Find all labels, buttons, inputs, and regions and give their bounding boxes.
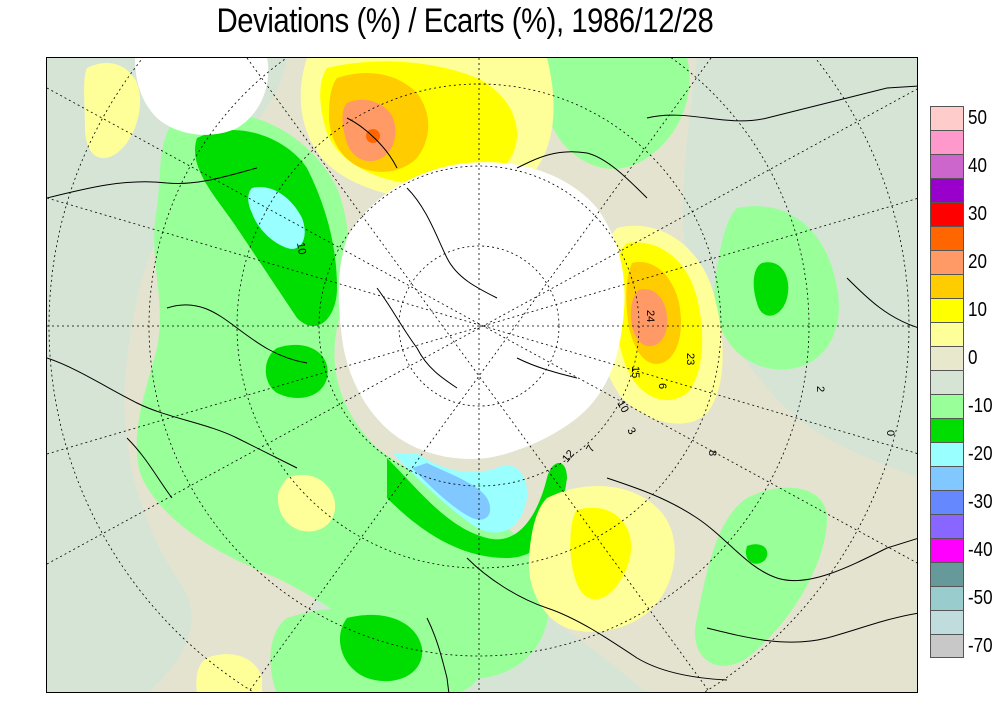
graticule xyxy=(47,58,917,692)
legend-tick-label: -20 xyxy=(968,443,993,465)
legend-swatch xyxy=(930,394,964,418)
pos-zone-nw-light xyxy=(84,63,141,159)
legend-swatch xyxy=(930,346,964,370)
legend-swatch xyxy=(930,586,964,610)
coastlines xyxy=(47,85,917,692)
legend-tick-label: 20 xyxy=(968,251,987,273)
legend-swatch xyxy=(930,274,964,298)
green-core-mid xyxy=(265,344,328,398)
legend-swatch xyxy=(930,514,964,538)
legend-swatch xyxy=(930,202,964,226)
pos-zone-east-orange xyxy=(630,289,668,347)
contour-label: 24 xyxy=(644,310,656,322)
neg-zone-southeast xyxy=(695,487,827,666)
legend-tick-label: 40 xyxy=(968,155,987,177)
contour-label: 2 xyxy=(814,386,826,392)
no-data-top xyxy=(135,58,269,135)
contour-label: 10 xyxy=(614,399,631,416)
legend-tick-label: -70 xyxy=(968,635,993,657)
contour-label: 7 xyxy=(584,443,597,454)
contour-label: 8 xyxy=(706,450,718,456)
contour-label: 10 xyxy=(294,241,308,255)
legend-swatch xyxy=(930,250,964,274)
no-data-polar-cap xyxy=(338,162,625,459)
green-core-sw xyxy=(339,614,423,682)
legend-swatch xyxy=(930,634,964,658)
green-core-east xyxy=(753,262,789,316)
cyan-core-nw xyxy=(248,187,305,249)
legend-swatch xyxy=(930,154,964,178)
pos-zone-europe-yellow xyxy=(570,507,632,600)
legend-tick-label: 30 xyxy=(968,203,987,225)
map-canvas: 24 23 15 6 10 3 12 7 8 10 2 0 xyxy=(47,58,917,692)
contour-label: 6 xyxy=(656,383,668,389)
deviation-map: 24 23 15 6 10 3 12 7 8 10 2 0 xyxy=(46,57,918,693)
legend-tick-label: 10 xyxy=(968,299,987,321)
legend-swatch xyxy=(930,418,964,442)
legend-swatch xyxy=(930,106,964,130)
legend-swatch xyxy=(930,130,964,154)
legend-swatch xyxy=(930,178,964,202)
pos-zone-bottom-light xyxy=(196,654,262,692)
legend-swatch xyxy=(930,610,964,634)
legend-swatch xyxy=(930,298,964,322)
grey-zone-west xyxy=(47,58,287,692)
legend-tick-label: -30 xyxy=(968,491,993,513)
chart-title: Deviations (%) / Ecarts (%), 1986/12/28 xyxy=(216,2,714,40)
legend-swatch xyxy=(930,322,964,346)
legend-tick-label: 0 xyxy=(968,347,978,369)
legend-swatch xyxy=(930,538,964,562)
legend-swatch xyxy=(930,370,964,394)
pos-zone-sw-light xyxy=(277,474,336,532)
green-core-se xyxy=(746,544,768,564)
green-band-south xyxy=(387,458,567,558)
legend-swatch xyxy=(930,562,964,586)
blue-core-deep xyxy=(412,463,491,520)
legend-tick-label: -50 xyxy=(968,587,993,609)
legend-swatch xyxy=(930,442,964,466)
legend-swatch xyxy=(930,466,964,490)
contour-label: 3 xyxy=(624,426,637,437)
legend-tick-label: -40 xyxy=(968,539,993,561)
legend-tick-label: -10 xyxy=(968,395,993,417)
legend-tick-label: 50 xyxy=(968,107,987,129)
legend-swatch xyxy=(930,226,964,250)
neg-zone-north xyxy=(543,58,690,169)
contour-label: 23 xyxy=(684,353,696,365)
contour-label: 15 xyxy=(629,366,641,378)
contour-label: 0 xyxy=(884,430,896,436)
legend-swatch xyxy=(930,490,964,514)
